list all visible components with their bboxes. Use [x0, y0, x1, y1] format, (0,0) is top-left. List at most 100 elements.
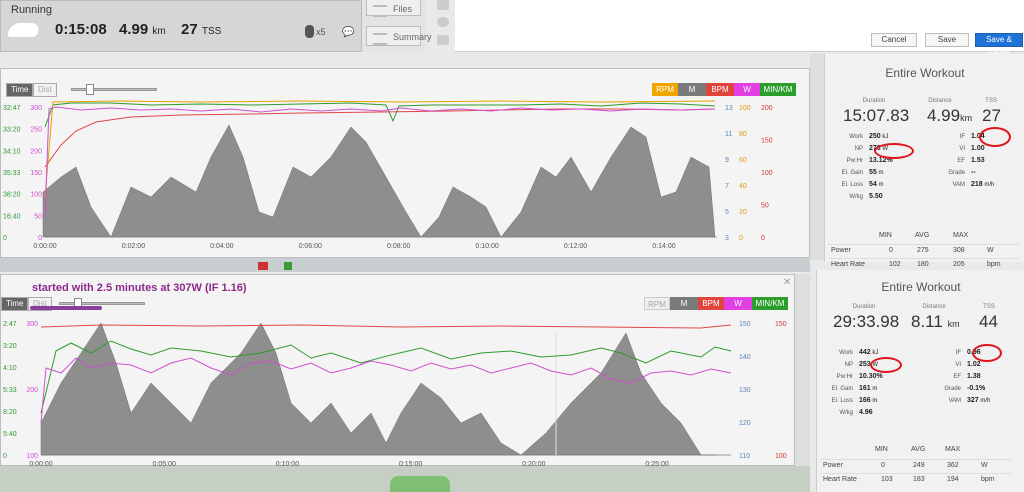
table-cell-min: 103	[881, 476, 893, 483]
save-button[interactable]: Save	[925, 33, 969, 47]
annotation-text: started with 2.5 minutes at 307W (IF 1.1…	[32, 282, 247, 294]
distance-toggle[interactable]: Dist	[33, 83, 57, 97]
y-tick-label: 130	[739, 387, 751, 394]
x-tick-label: 0:04:00	[210, 243, 233, 250]
pace-line	[40, 340, 732, 414]
stats-panel-1: Entire Workout Duration 15:07.83 Distanc…	[824, 54, 1024, 268]
legend-min-km[interactable]: MIN/KM	[752, 297, 788, 310]
distance-value: 4.99km	[927, 106, 973, 125]
metric-label: EF	[957, 158, 965, 164]
layout-icon[interactable]	[437, 0, 449, 10]
metric-value: 442 kJ	[859, 349, 879, 356]
stats-panel-2: Entire Workout Duration 29:33.98 Distanc…	[816, 270, 1024, 492]
metric-label: VAM	[948, 398, 961, 404]
time-toggle[interactable]: Time	[1, 297, 29, 311]
comments-icon[interactable]	[437, 17, 449, 27]
chart-icon[interactable]	[437, 35, 449, 45]
metric-label: IF	[955, 350, 961, 356]
table-cell-avg: 180	[917, 261, 929, 268]
scrollbar-2[interactable]	[795, 274, 810, 466]
legend-m[interactable]: M	[670, 297, 698, 310]
distance-label: Distance	[928, 98, 952, 104]
y-tick-label: 34:10	[3, 148, 21, 155]
equipment-icon[interactable]	[305, 25, 314, 38]
legend-rpm[interactable]: RPM	[652, 83, 678, 96]
chart-1-plot[interactable]: 32:4733:2034:1035:3338:2016:400300250200…	[1, 97, 811, 257]
table-cell-unit: bpm	[981, 476, 995, 483]
distance-value: 8.11 km	[911, 312, 960, 331]
table-cell-min: 0	[881, 462, 885, 469]
y-tick-label: 300	[26, 321, 38, 328]
y-tick-label: 80	[739, 131, 747, 138]
pace-line	[44, 102, 716, 128]
duration-label: Duration	[862, 98, 886, 104]
map-marker-icon	[258, 262, 268, 270]
files-button[interactable]: Files	[366, 0, 421, 17]
scrollbar-1[interactable]	[810, 54, 824, 260]
time-toggle[interactable]: Time	[6, 83, 34, 97]
metric-value: 55 m	[869, 169, 884, 176]
stats-title: Entire Workout	[885, 66, 965, 80]
metric-label: EF	[953, 374, 961, 380]
elevation-area	[40, 322, 715, 456]
duration-value: 15:07.83	[843, 106, 910, 125]
metric-value: 10.30%	[859, 373, 883, 380]
y-tick-label: 2:47	[3, 321, 17, 328]
table-cell-max: 308	[953, 247, 965, 254]
summary-button[interactable]: Summary	[366, 26, 432, 46]
y-tick-label: 20	[739, 209, 747, 216]
metric-label: Work	[849, 134, 863, 140]
np-highlight-circle	[874, 143, 914, 159]
x-tick-label: 0:05:00	[153, 461, 176, 467]
chart-2-plot[interactable]: 2:47 3:20 4:10 5:33 8:20 5:40 0 300 200 100 150 140…	[1, 313, 796, 467]
metric-value: 1.38	[967, 373, 981, 380]
legend-bpm[interactable]: BPM	[706, 83, 734, 96]
y-tick-label: 250	[30, 127, 42, 134]
running-shoe-icon	[6, 23, 42, 37]
y-tick-label: 110	[739, 453, 750, 460]
cancel-button[interactable]: Cancel	[871, 33, 917, 47]
table-row	[829, 258, 1019, 259]
power-line	[40, 357, 732, 424]
smoothing-slider[interactable]	[71, 84, 157, 95]
y-tick-label: 150	[739, 321, 751, 328]
table-cell-avg: 275	[917, 247, 929, 254]
x-tick-label: 0:20:00	[522, 461, 545, 467]
chart-panel-2: Time Dist ✕ RPM M BPM W MIN/KM 2:47 3:20 4…	[0, 274, 796, 467]
metric-label: Grade	[948, 170, 965, 176]
table-cell-min: 0	[889, 247, 893, 254]
y-tick-label: 4:10	[3, 365, 17, 372]
y-tick-label: 0	[3, 453, 7, 460]
map-marker-icon	[284, 262, 292, 270]
close-icon[interactable]: ✕	[783, 277, 792, 288]
tss-value: 27	[982, 106, 1001, 125]
table-cell-max: 205	[953, 261, 965, 268]
y-tick-label: 0	[761, 235, 765, 242]
metric-value: 4.96	[859, 409, 873, 416]
legend-rpm[interactable]: RPM	[644, 297, 670, 310]
comment-icon[interactable]: 💬	[342, 27, 355, 38]
metric-label: Grade	[944, 386, 961, 392]
table-cell-max: 362	[947, 462, 959, 469]
table-cell-name: Heart Rate	[823, 476, 857, 483]
save-close-button[interactable]: Save & Close	[975, 33, 1023, 56]
x-tick-label: 0:10:00	[475, 243, 498, 250]
map-strip	[0, 466, 810, 492]
metric-label: W/kg	[849, 194, 863, 200]
table-head-avg: AVG	[915, 232, 930, 239]
x-tick-label: 0:00:00	[33, 243, 56, 250]
metric-value: 166 m	[859, 397, 878, 404]
y-tick-label: 200	[30, 148, 42, 155]
y-tick-label: 5:40	[3, 431, 17, 438]
legend-bpm[interactable]: BPM	[698, 297, 724, 310]
metric-label: Pw:Hr	[836, 374, 853, 380]
power-line	[44, 106, 716, 218]
table-cell-name: Power	[823, 462, 843, 469]
table-cell-name: Heart Rate	[831, 261, 865, 268]
legend-min-km[interactable]: MIN/KM	[760, 83, 796, 96]
workout-header: Running 0:15:08 4.99 km 27 TSS x5 💬	[0, 0, 362, 52]
legend-w[interactable]: W	[734, 83, 760, 96]
legend-m[interactable]: M	[678, 83, 706, 96]
smoothing-slider[interactable]	[59, 298, 145, 309]
legend-w[interactable]: W	[724, 297, 752, 310]
